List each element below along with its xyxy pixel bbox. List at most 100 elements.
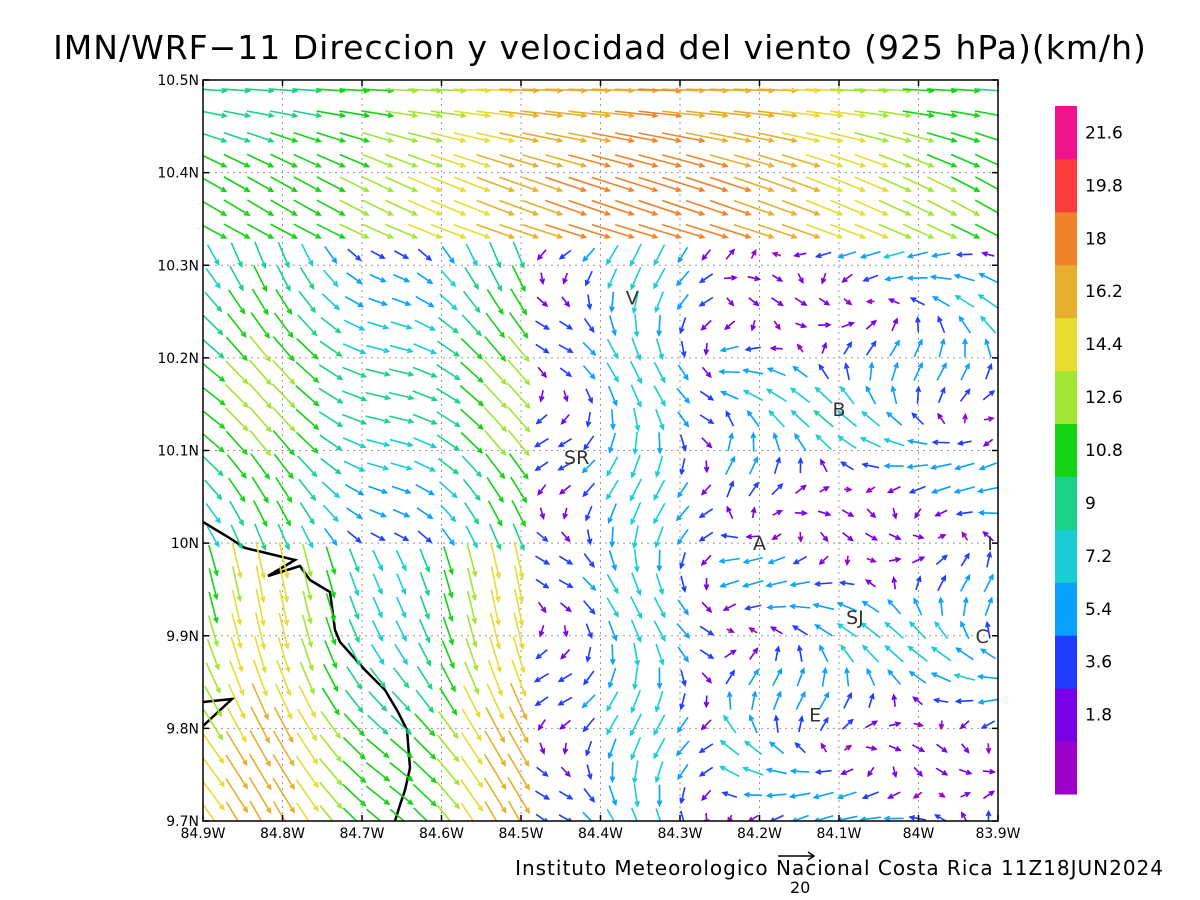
- wind-arrow: [251, 682, 269, 721]
- wind-arrow: [679, 787, 686, 805]
- wind-arrow: [254, 612, 267, 651]
- wind-arrow: [748, 668, 759, 686]
- wind-arrow: [536, 766, 549, 777]
- wind-arrow: [771, 297, 784, 307]
- y-tick-label: 10.1N: [157, 444, 199, 460]
- wind-arrow: [499, 199, 540, 216]
- wind-arrow: [821, 341, 828, 354]
- wind-arrow: [369, 667, 386, 689]
- wind-arrow: [653, 267, 666, 290]
- wind-arrow: [558, 249, 572, 260]
- wind-arrow: [699, 390, 715, 401]
- wind-arrow: [591, 110, 636, 119]
- wind-arrow: [559, 367, 573, 378]
- wind-arrow: [298, 685, 316, 719]
- wind-arrow: [843, 691, 852, 709]
- wind-arrow: [510, 288, 528, 316]
- wind-arrow: [325, 569, 336, 599]
- wind-arrow: [633, 548, 640, 573]
- wind-arrow: [950, 110, 981, 119]
- wind-arrow: [582, 811, 595, 821]
- wind-arrow: [302, 567, 313, 602]
- wind-arrow: [441, 527, 455, 547]
- wind-arrow: [347, 642, 361, 667]
- wind-arrow: [888, 744, 902, 752]
- wind-arrow: [558, 555, 574, 565]
- wind-arrow: [453, 153, 492, 168]
- wind-arrow: [343, 319, 366, 331]
- wind-arrow: [538, 390, 545, 403]
- wind-arrow: [819, 531, 829, 543]
- wind-arrow: [888, 533, 902, 540]
- wind-arrow: [557, 461, 573, 471]
- wind-arrow: [300, 243, 314, 267]
- wind-arrow: [906, 251, 928, 259]
- wind-arrow: [417, 248, 433, 262]
- wind-arrow: [416, 666, 433, 691]
- wind-arrow: [614, 154, 659, 168]
- wind-arrow: [742, 368, 764, 375]
- wind-arrow: [680, 669, 687, 687]
- wind-arrow: [886, 791, 901, 799]
- wind-arrow: [460, 732, 483, 765]
- wind-arrow: [388, 391, 415, 401]
- wind-arrow: [466, 543, 478, 578]
- wind-arrow: [537, 366, 547, 379]
- wind-arrow: [443, 593, 454, 623]
- wind-arrow: [888, 556, 902, 563]
- wind-arrow: [499, 132, 540, 144]
- wind-arrow: [582, 717, 595, 733]
- wind-arrow: [883, 815, 904, 821]
- wind-arrow: [980, 315, 997, 334]
- wind-arrow: [914, 508, 922, 519]
- wind-arrow: [273, 312, 294, 339]
- wind-arrow: [232, 566, 243, 603]
- wind-arrow: [389, 761, 414, 782]
- wind-arrow: [204, 479, 223, 501]
- wind-arrow: [781, 223, 821, 239]
- wind-arrow: [653, 361, 666, 384]
- wind-arrow: [370, 532, 386, 541]
- wind-arrow: [631, 290, 640, 315]
- wind-arrow: [938, 337, 946, 358]
- wind-arrow: [561, 296, 571, 308]
- wind-arrow: [320, 457, 342, 475]
- wind-arrow: [206, 638, 220, 671]
- wind-arrow: [318, 411, 344, 428]
- wind-arrow: [884, 621, 904, 639]
- wind-arrow: [610, 409, 616, 431]
- wind-arrow: [249, 800, 263, 821]
- wind-arrow: [607, 503, 618, 525]
- wind-arrow: [585, 411, 592, 428]
- wind-arrow: [797, 457, 804, 474]
- wind-arrow: [508, 706, 529, 744]
- wind-arrow: [703, 460, 710, 474]
- wind-arrow: [676, 293, 689, 311]
- wind-arrow: [511, 499, 526, 528]
- wind-arrow: [653, 596, 666, 619]
- wind-arrow: [902, 131, 935, 143]
- wind-arrow: [709, 154, 752, 168]
- wind-arrow: [837, 435, 857, 450]
- colorbar-label: 7.2: [1085, 547, 1112, 567]
- wind-arrow: [938, 792, 946, 798]
- wind-arrow: [371, 620, 384, 642]
- wind-arrow: [685, 132, 729, 144]
- wind-arrow: [609, 761, 616, 783]
- wind-arrow: [977, 509, 998, 516]
- wind-arrow: [362, 110, 395, 119]
- wind-arrow: [271, 383, 296, 409]
- wind-arrow: [607, 738, 617, 760]
- wind-arrow: [608, 550, 617, 572]
- wind-arrow: [348, 618, 360, 644]
- colorbar-label: 10.8: [1085, 441, 1123, 461]
- wind-arrow: [557, 696, 573, 706]
- wind-arrow: [926, 223, 958, 239]
- colorbar-label: 1.8: [1085, 706, 1112, 726]
- wind-arrow: [908, 670, 927, 684]
- wind-arrow: [413, 343, 438, 355]
- wind-arrow: [391, 485, 412, 495]
- wind-arrow: [413, 437, 438, 449]
- wind-arrow: [483, 406, 508, 433]
- wind-arrow: [568, 110, 612, 119]
